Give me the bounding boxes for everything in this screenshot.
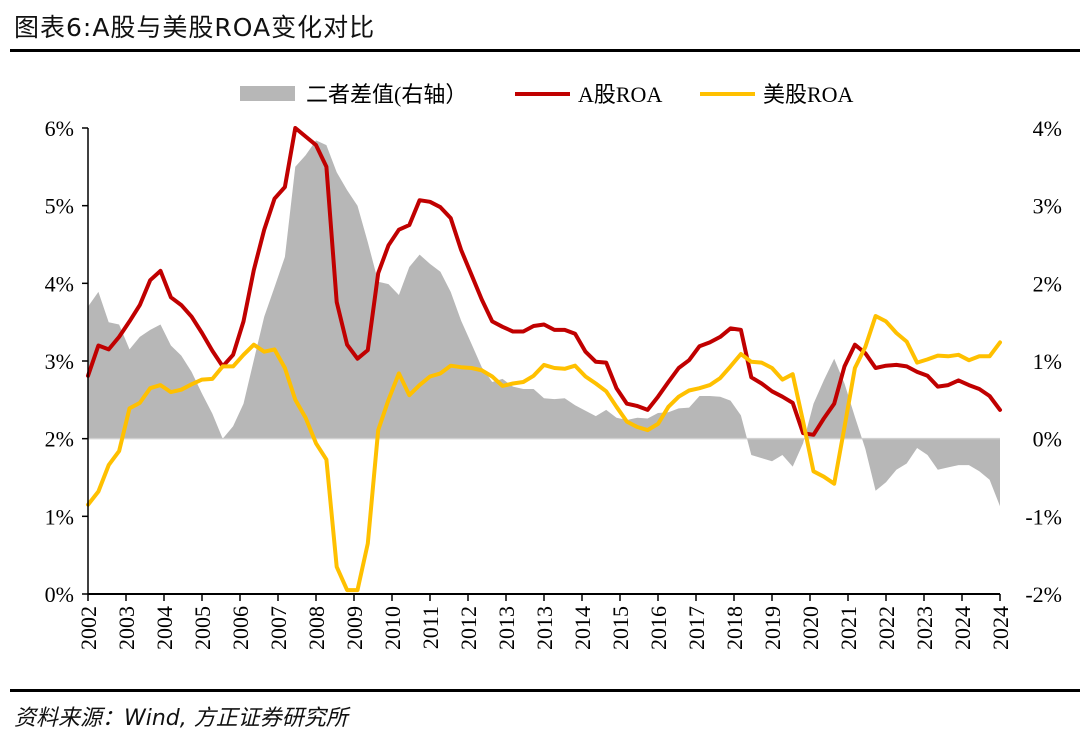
x-tick-label: 2013 <box>532 606 557 650</box>
right-tick-label: 2% <box>1033 271 1062 296</box>
x-tick-label: 2014 <box>570 606 595 650</box>
x-tick-label: 2016 <box>646 606 671 650</box>
left-tick-label: 3% <box>45 349 74 374</box>
x-tick-label: 2015 <box>608 606 633 650</box>
x-tick-label: 2023 <box>912 606 937 650</box>
right-tick-label: -2% <box>1025 582 1062 607</box>
left-tick-label: 5% <box>45 194 74 219</box>
x-tick-label: 2008 <box>304 606 329 650</box>
x-tick-label: 2022 <box>874 606 899 650</box>
series-line-a-share-roa <box>86 126 1002 437</box>
legend-label-us: 美股ROA <box>763 82 854 107</box>
x-tick-label: 2003 <box>114 606 139 650</box>
left-tick-label: 2% <box>45 427 74 452</box>
right-tick-label: 1% <box>1033 349 1062 374</box>
title-divider <box>10 49 1080 52</box>
left-tick-label: 0% <box>45 582 74 607</box>
legend-swatch-diff <box>240 86 295 101</box>
left-tick-label: 1% <box>45 504 74 529</box>
source-divider <box>10 689 1080 692</box>
x-tick-label: 2024 <box>988 606 1013 650</box>
right-tick-label: 0% <box>1033 427 1062 452</box>
series-area-diff <box>88 140 1000 507</box>
x-tick-label: 2020 <box>798 606 823 650</box>
left-tick-label: 6% <box>45 116 74 141</box>
legend-label-a-share: A股ROA <box>578 82 662 107</box>
x-tick-label: 2021 <box>836 606 861 650</box>
x-tick-label: 2018 <box>722 606 747 650</box>
source-note: 资料来源：Wind, 方正证券研究所 <box>14 706 348 731</box>
x-tick-label: 2002 <box>76 606 101 650</box>
x-tick-label: 2024 <box>950 606 975 650</box>
x-tick-label: 2019 <box>760 606 785 650</box>
x-tick-label: 2006 <box>228 606 253 650</box>
right-tick-label: 4% <box>1033 116 1062 141</box>
x-tick-label: 2007 <box>266 606 291 650</box>
right-tick-label: 3% <box>1033 194 1062 219</box>
x-tick-label: 2017 <box>684 606 709 650</box>
right-tick-label: -1% <box>1025 504 1062 529</box>
x-tick-label: 2010 <box>380 606 405 650</box>
series-line-us-roa <box>86 314 1002 593</box>
x-tick-label: 2009 <box>342 606 367 650</box>
x-tick-label: 2012 <box>456 606 481 650</box>
legend: 二者差值(右轴） A股ROA 美股ROA <box>240 82 854 107</box>
figure-title: 图表6:A股与美股ROA变化对比 <box>14 13 376 42</box>
x-tick-label: 2005 <box>190 606 215 650</box>
x-tick-label: 2011 <box>418 606 443 649</box>
x-tick-label: 2004 <box>152 606 177 650</box>
left-tick-label: 4% <box>45 271 74 296</box>
x-tick-label: 2013 <box>494 606 519 650</box>
legend-label-diff: 二者差值(右轴） <box>306 82 467 107</box>
